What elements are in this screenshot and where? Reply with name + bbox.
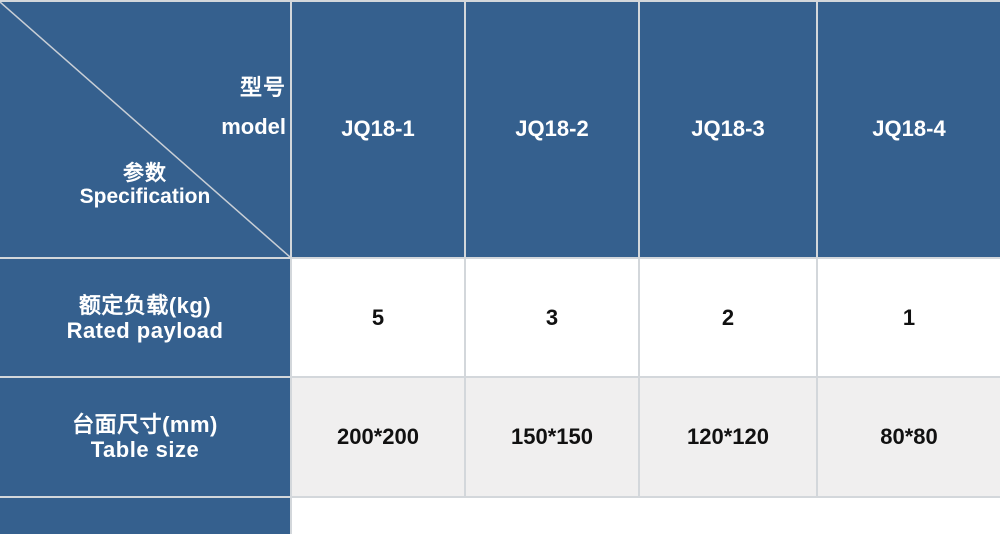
- row-label-table-size-en: Table size: [90, 437, 200, 462]
- value-table-size-jq18-4: 80*80: [818, 378, 1000, 496]
- column-header-jq18-3: JQ18-3: [640, 2, 816, 257]
- corner-header-cell: 型号 model 参数 Specification: [0, 2, 290, 257]
- value-table-size-jq18-1: 200*200: [292, 378, 464, 496]
- value-table-size-jq18-3: 120*120: [640, 378, 816, 496]
- value-rated-payload-jq18-1: 5: [292, 259, 464, 376]
- corner-label-model-en: model: [221, 114, 286, 139]
- row-label-rated-payload-en: Rated payload: [66, 317, 224, 343]
- row-partial-empty-values: [292, 498, 1000, 534]
- row-label-rated-payload: 额定负载(kg) Rated payload: [0, 259, 290, 376]
- row-label-partial-empty: [0, 498, 290, 534]
- value-rated-payload-jq18-3: 2: [640, 259, 816, 376]
- column-header-jq18-1: JQ18-1: [292, 2, 464, 257]
- column-header-jq18-2: JQ18-2: [466, 2, 638, 257]
- row-label-table-size: 台面尺寸(mm) Table size: [0, 378, 290, 496]
- column-header-jq18-4: JQ18-4: [818, 2, 1000, 257]
- corner-label-spec-en: Specification: [79, 185, 211, 208]
- corner-label-spec-zh: 参数: [123, 162, 167, 185]
- diagonal-divider-line: [0, 2, 290, 257]
- corner-label-model-zh: 型号: [239, 75, 286, 100]
- value-table-size-jq18-2: 150*150: [466, 378, 638, 496]
- value-rated-payload-jq18-2: 3: [466, 259, 638, 376]
- value-rated-payload-jq18-4: 1: [818, 259, 1000, 376]
- corner-label-specification: 参数 Specification: [0, 162, 290, 208]
- row-label-table-size-zh: 台面尺寸(mm): [72, 412, 218, 437]
- row-label-rated-payload-zh: 额定负载(kg): [78, 292, 212, 318]
